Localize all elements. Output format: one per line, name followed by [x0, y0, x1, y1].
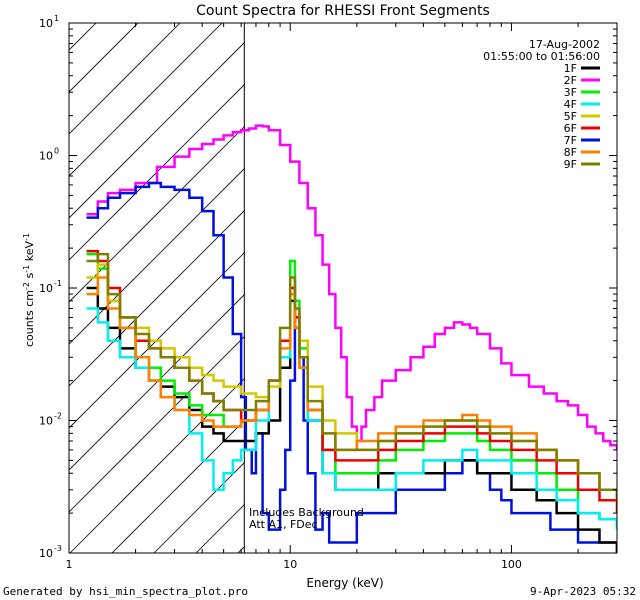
hatch-line	[364, 0, 640, 553]
y-tick-exponent: -3	[54, 544, 62, 553]
y-label-s: s	[23, 272, 36, 281]
legend-label-9F: 9F	[564, 158, 577, 171]
legend-label-1F: 1F	[564, 62, 577, 75]
hatch-line	[69, 83, 245, 261]
series-9F	[86, 252, 617, 501]
y-axis-label: counts cm-2 s-1 keV-1	[22, 233, 36, 347]
x-tick-label: 1	[66, 558, 73, 571]
y-tick-exponent: -2	[54, 412, 62, 421]
hatch-line	[532, 0, 640, 553]
annotation-background: Includes Background	[249, 506, 364, 519]
hatch-line	[69, 23, 139, 93]
hatch-line	[322, 0, 640, 553]
hatch-line	[69, 23, 223, 177]
legend-label-5F: 5F	[564, 110, 577, 123]
footer-generator: Generated by hsi_min_spectra_plot.pro	[3, 585, 248, 598]
hatch-line	[69, 125, 245, 303]
time-range: 01:55:00 to 01:56:00	[483, 50, 600, 63]
y-label-exp-cm: -2	[22, 282, 31, 290]
hatch-line	[69, 335, 245, 513]
y-label-kev: keV	[23, 241, 36, 265]
legend-label-8F: 8F	[564, 146, 577, 159]
y-label-exp-s: -1	[22, 265, 31, 273]
hatch-line	[69, 293, 245, 471]
x-axis-label: Energy (keV)	[306, 576, 383, 590]
y-tick-label: 10	[39, 547, 53, 560]
observation-date: 17-Aug-2002	[529, 38, 600, 51]
x-tick-label: 100	[501, 558, 522, 571]
series-2F	[86, 124, 617, 450]
hatch-line	[280, 0, 640, 553]
legend-label-3F: 3F	[564, 86, 577, 99]
footer-timestamp: 9-Apr-2023 05:32	[530, 585, 636, 598]
legend-label-7F: 7F	[564, 134, 577, 147]
hatch-line	[406, 0, 640, 553]
hatch-line	[69, 377, 245, 553]
hatch-line	[69, 23, 181, 135]
y-tick-exponent: 1	[54, 14, 59, 23]
y-tick-label: 10	[39, 282, 53, 295]
y-tick-exponent: 0	[54, 147, 59, 156]
series-group	[86, 124, 617, 553]
y-label-base: counts cm	[23, 290, 36, 347]
hatch-line	[0, 0, 84, 553]
hatch-line	[69, 41, 245, 219]
annotation-attenuator: Att A1, FDec	[249, 518, 318, 531]
y-tick-label: 10	[39, 17, 53, 30]
legend-label-2F: 2F	[564, 74, 577, 87]
hatch-line	[69, 167, 245, 345]
legend-label-4F: 4F	[564, 98, 577, 111]
x-tick-label: 10	[283, 558, 297, 571]
y-label-exp-kev: -1	[22, 233, 31, 241]
hatch-line	[111, 419, 245, 553]
y-tick-exponent: -1	[54, 279, 62, 288]
y-tick-label: 10	[39, 415, 53, 428]
y-tick-label: 10	[39, 150, 53, 163]
hatch-line	[69, 209, 245, 387]
chart-title: Count Spectra for RHESSI Front Segments	[196, 3, 490, 19]
legend-label-6F: 6F	[564, 122, 577, 135]
hatch-line	[237, 545, 245, 553]
